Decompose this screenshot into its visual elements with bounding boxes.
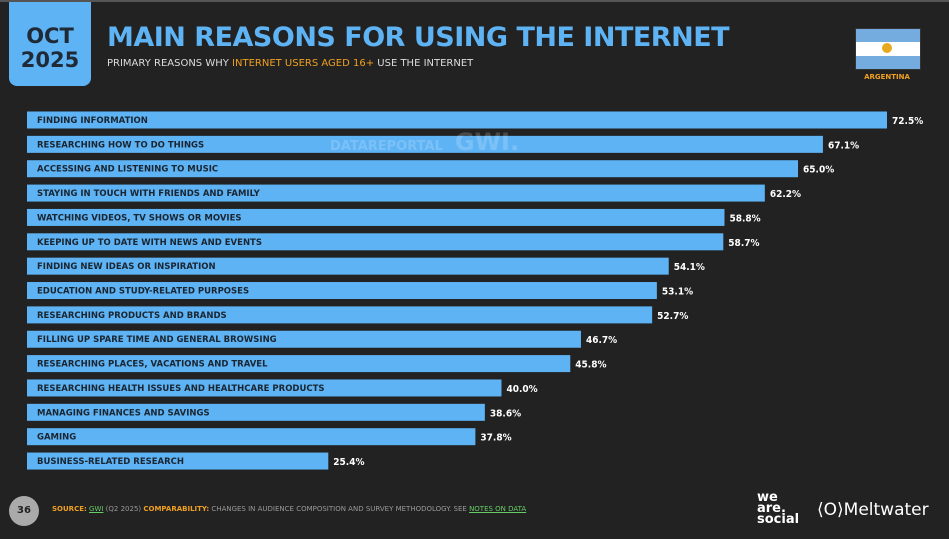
value-label: 40.0% bbox=[506, 384, 537, 395]
month: OCT bbox=[26, 24, 74, 48]
value-label: 25.4% bbox=[333, 457, 364, 468]
value-label: 37.8% bbox=[480, 433, 511, 444]
footer-source: SOURCE: GWI (Q2 2025) COMPARABILITY: CHA… bbox=[52, 505, 527, 513]
bar bbox=[27, 233, 724, 251]
notes-on-data-link[interactable]: NOTES ON DATA bbox=[469, 505, 527, 513]
value-label: 65.0% bbox=[803, 165, 834, 176]
category-label: EDUCATION AND STUDY-RELATED PURPOSES bbox=[37, 287, 249, 297]
value-label: 46.7% bbox=[586, 335, 617, 346]
date-badge: OCT 2025 bbox=[9, 2, 91, 86]
category-label: KEEPING UP TO DATE WITH NEWS AND EVENTS bbox=[37, 238, 262, 248]
category-label: RESEARCHING HEALTH ISSUES AND HEALTHCARE… bbox=[37, 384, 325, 394]
value-label: 54.1% bbox=[674, 262, 705, 273]
bar bbox=[27, 306, 653, 324]
category-label: ACCESSING AND LISTENING TO MUSIC bbox=[37, 165, 218, 175]
value-label: 52.7% bbox=[657, 311, 688, 322]
category-label: FINDING INFORMATION bbox=[37, 116, 148, 126]
value-label: 53.1% bbox=[662, 287, 693, 298]
category-label: BUSINESS-RELATED RESEARCH bbox=[37, 457, 184, 467]
subtitle-pre: PRIMARY REASONS WHY bbox=[107, 58, 233, 69]
category-label: RESEARCHING HOW TO DO THINGS bbox=[37, 140, 204, 150]
bar bbox=[27, 208, 725, 226]
bar bbox=[27, 452, 329, 470]
bar bbox=[27, 379, 502, 397]
category-label: RESEARCHING PRODUCTS AND BRANDS bbox=[37, 311, 227, 321]
page-number: 36 bbox=[9, 496, 39, 526]
value-label: 38.6% bbox=[490, 408, 521, 419]
bar bbox=[27, 282, 657, 300]
value-label: 58.7% bbox=[728, 238, 759, 249]
subtitle-highlight: INTERNET USERS AGED 16+ bbox=[232, 58, 375, 69]
bar bbox=[27, 330, 581, 348]
category-label: WATCHING VIDEOS, TV SHOWS OR MOVIES bbox=[37, 213, 242, 223]
watermark: DATAREPORTAL GWI. bbox=[330, 128, 520, 156]
source-link[interactable]: GWI bbox=[89, 505, 104, 513]
bar bbox=[27, 135, 823, 153]
page-title: MAIN REASONS FOR USING THE INTERNET bbox=[107, 22, 730, 53]
category-label: STAYING IN TOUCH WITH FRIENDS AND FAMILY bbox=[37, 189, 261, 199]
value-label: 72.5% bbox=[892, 116, 923, 127]
bar bbox=[27, 355, 571, 373]
year: 2025 bbox=[20, 48, 80, 72]
value-label: 67.1% bbox=[828, 140, 859, 151]
bar bbox=[27, 160, 799, 178]
value-label: 45.8% bbox=[575, 360, 606, 371]
country-label: ARGENTINA bbox=[864, 73, 910, 81]
subtitle-post: USE THE INTERNET bbox=[374, 58, 474, 69]
bar bbox=[27, 403, 485, 421]
category-label: MANAGING FINANCES AND SAVINGS bbox=[37, 408, 210, 418]
bar bbox=[27, 428, 476, 446]
meltwater-logo: ⟨O⟩Meltwater bbox=[817, 500, 929, 520]
value-label: 62.2% bbox=[770, 189, 801, 200]
value-label: 58.8% bbox=[729, 213, 760, 224]
bar bbox=[27, 111, 887, 129]
category-label: GAMING bbox=[37, 433, 76, 443]
bar bbox=[27, 257, 669, 275]
category-label: FINDING NEW IDEAS OR INSPIRATION bbox=[37, 262, 216, 272]
bar bbox=[27, 184, 765, 202]
category-label: FILLING UP SPARE TIME AND GENERAL BROWSI… bbox=[37, 335, 277, 345]
subtitle: PRIMARY REASONS WHY INTERNET USERS AGED … bbox=[107, 58, 473, 69]
category-label: RESEARCHING PLACES, VACATIONS AND TRAVEL bbox=[37, 360, 268, 370]
we-are-social-logo: we are. social bbox=[757, 490, 800, 527]
argentina-flag-icon bbox=[855, 28, 921, 70]
